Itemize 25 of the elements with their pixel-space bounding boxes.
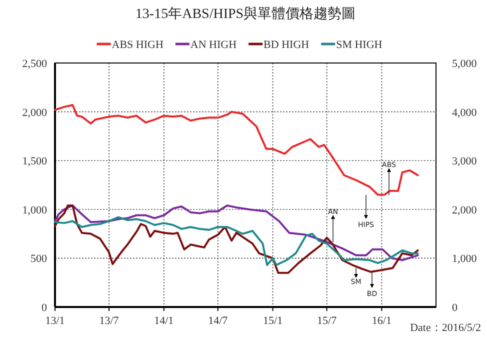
x-tick-label: 16/1 [372,315,392,327]
legend-label: SM HIGH [336,39,382,51]
y-tick-label: 2,000 [22,106,48,119]
x-tick-label: 14/1 [154,315,174,327]
legend-label: BD HIGH [264,39,310,51]
y-tick-label: 500 [30,253,48,266]
x-tick-label: 13/7 [99,315,120,327]
x-tick-label: 13/1 [45,315,65,327]
x-tick-label: 14/7 [208,315,228,327]
legend-label: ABS HIGH [112,39,164,51]
y-tick-label: 1,500 [22,156,48,168]
y2-tick-label: 2,000 [452,204,478,216]
x-tick-label: 15/7 [317,315,338,327]
text: Date：2016/5/2 [410,322,481,334]
y-tick-label: 0 [42,302,48,314]
y-tick-label: 2,500 [22,58,48,70]
y2-tick-label: 0 [452,302,458,314]
chart-title: 13-15年ABS/HIPS與單體價格趨勢圖 [135,6,356,22]
y2-tick-label: 1,000 [452,253,478,266]
x-tick-label: 15/1 [263,315,283,327]
y2-tick-label: 3,000 [452,156,478,168]
y2-tick-label: 5,000 [452,58,478,70]
legend-label: AN HIGH [190,39,237,51]
y-tick-label: 1,000 [22,204,48,216]
y2-tick-label: 4,000 [452,106,478,119]
